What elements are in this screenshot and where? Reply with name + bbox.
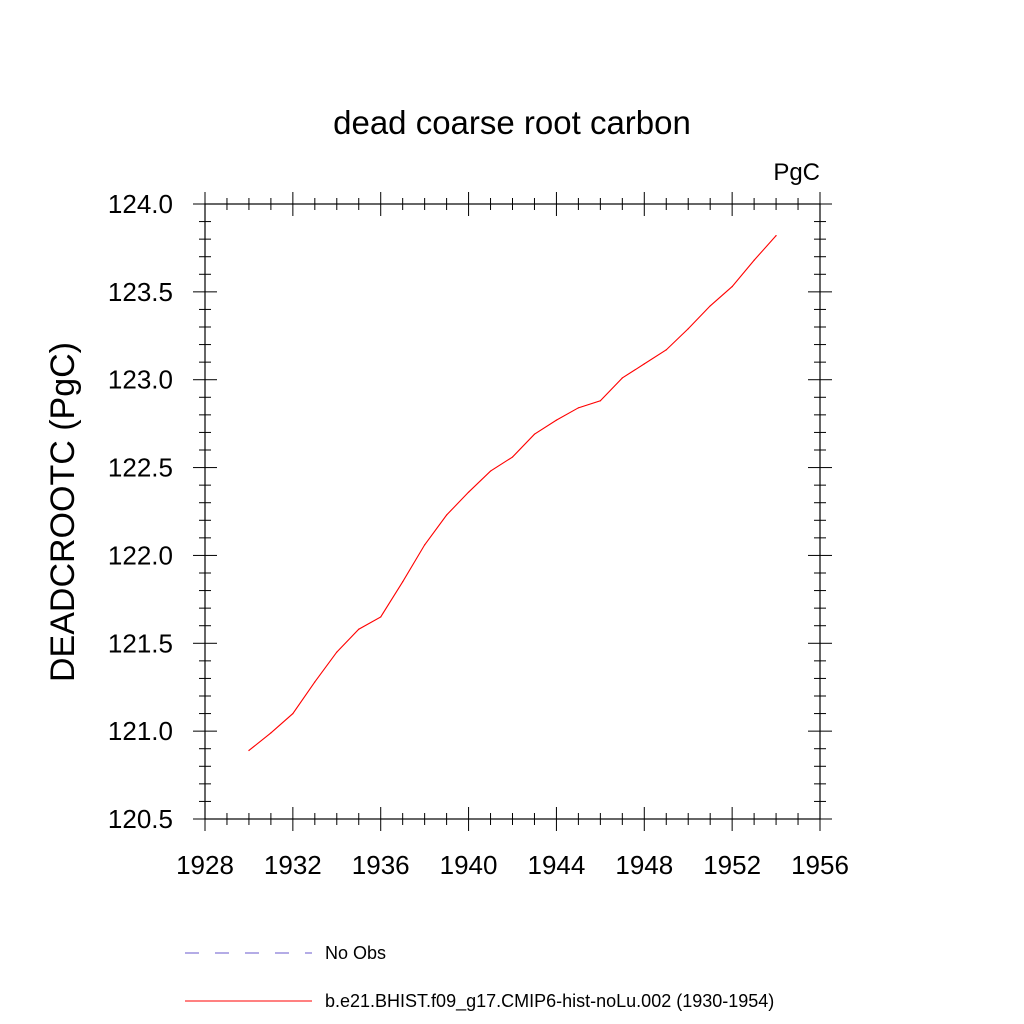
data-point	[511, 456, 514, 458]
legend: No Obs b.e21.BHIST.f09_g17.CMIP6-hist-no…	[185, 943, 774, 1012]
data-point	[533, 433, 536, 435]
data-point	[687, 328, 689, 330]
x-tick-label: 1936	[352, 850, 410, 880]
y-tick-label: 124.0	[108, 189, 173, 219]
x-tick-label: 1928	[176, 850, 234, 880]
data-point	[446, 514, 448, 516]
data-point	[643, 363, 645, 365]
plot-frame	[204, 203, 821, 820]
data-point	[314, 681, 316, 683]
axis-tick-labels: 1928 1932 1936 1940 1944 1948 1952 1956 120.5 121…	[108, 189, 849, 880]
x-tick-label: 1956	[791, 850, 849, 880]
legend-label-model: b.e21.BHIST.f09_g17.CMIP6-hist-noLu.002 …	[325, 991, 774, 1012]
y-tick-label: 120.5	[108, 804, 173, 834]
x-tick-label: 1940	[440, 850, 498, 880]
data-point	[402, 581, 404, 583]
chart-title: dead coarse root carbon	[333, 104, 691, 141]
y-axis-label: DEADCROOTC (PgC)	[44, 342, 82, 682]
x-tick-label: 1932	[264, 850, 322, 880]
data-point	[753, 259, 755, 261]
data-point	[380, 616, 382, 618]
data-point	[731, 285, 733, 288]
data-point	[467, 491, 470, 493]
x-tick-label: 1952	[703, 850, 761, 880]
data-point	[577, 407, 579, 409]
data-point	[555, 419, 558, 421]
y-tick-label: 121.0	[108, 716, 173, 746]
legend-label-no-obs: No Obs	[325, 943, 386, 963]
data-point	[665, 349, 667, 351]
data-point	[292, 712, 294, 715]
data-point	[270, 732, 272, 734]
data-point	[248, 749, 250, 752]
y-tick-label: 122.5	[108, 453, 173, 483]
data-point	[489, 470, 492, 472]
data-point	[709, 305, 711, 307]
y-tick-label: 121.5	[108, 628, 173, 658]
x-tick-label: 1948	[615, 850, 673, 880]
x-tick-label: 1944	[528, 850, 586, 880]
y-tick-label: 122.0	[108, 540, 173, 570]
data-point	[621, 377, 623, 379]
data-point	[358, 628, 360, 630]
data-point	[336, 651, 338, 653]
data-point	[599, 400, 601, 402]
y-tick-label: 123.0	[108, 365, 173, 395]
y-tick-label: 123.5	[108, 277, 173, 307]
units-label: PgC	[773, 159, 820, 186]
series-layer	[248, 235, 777, 752]
data-point	[424, 544, 426, 546]
data-point	[775, 235, 777, 237]
